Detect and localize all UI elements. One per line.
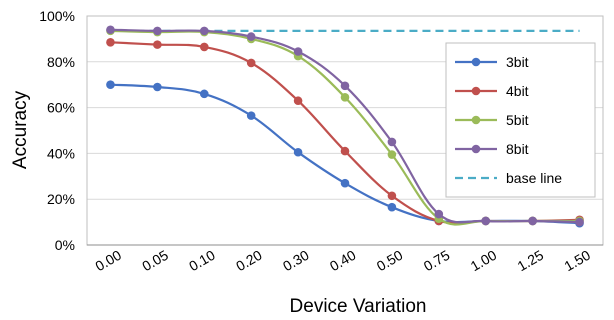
data-point-4bit — [106, 38, 115, 47]
x-tick-label: 0.75 — [421, 247, 453, 275]
x-tick-label: 0.10 — [186, 247, 218, 275]
data-point-4bit — [246, 58, 256, 68]
legend-label: 8bit — [506, 141, 529, 157]
axis-layer: 0% 20% 40% 60% 80% 100% 0.00 0.05 0.10 0.20 0.30 0.… — [39, 8, 604, 275]
data-point-8bit — [106, 25, 115, 35]
legend-marker-5bit — [471, 115, 481, 125]
data-point-5bit — [387, 150, 397, 159]
data-point-8bit — [246, 32, 256, 41]
legend-label: 5bit — [506, 112, 529, 128]
data-point-3bit — [387, 202, 397, 212]
data-point-8bit — [293, 47, 303, 56]
x-axis-title: Device Variation — [290, 296, 427, 317]
legend-label: base line — [506, 170, 562, 186]
x-tick-label: 0.50 — [374, 247, 406, 275]
x-tick-label: 1.50 — [561, 247, 593, 275]
y-tick-label: 40% — [47, 145, 75, 161]
series-layer — [106, 25, 584, 228]
x-tick-label: 0.00 — [92, 247, 124, 275]
data-point-3bit — [199, 89, 209, 99]
legend-marker-8bit — [471, 144, 481, 154]
legend-label: 3bit — [506, 54, 529, 70]
data-point-3bit — [246, 111, 256, 120]
data-point-8bit — [575, 217, 584, 227]
data-point-3bit — [293, 147, 303, 157]
data-point-3bit — [153, 82, 162, 92]
x-tick-label: 0.40 — [327, 247, 359, 275]
y-tick-label: 80% — [47, 54, 75, 70]
data-point-5bit — [340, 92, 350, 102]
data-point-8bit — [434, 209, 444, 219]
data-point-3bit — [106, 80, 115, 89]
x-tick-label: 0.20 — [233, 247, 265, 275]
data-point-8bit — [199, 26, 209, 36]
x-tick-label: 0.30 — [280, 247, 312, 275]
legend-marker-4bit — [471, 86, 481, 96]
data-point-8bit — [153, 26, 162, 36]
x-tick-label: 1.00 — [468, 247, 500, 275]
data-point-4bit — [199, 42, 209, 52]
legend-label: 4bit — [506, 83, 529, 99]
legend: 3bit 4bit 5bit 8bit base line — [445, 42, 596, 198]
data-point-8bit — [387, 137, 397, 147]
data-point-4bit — [340, 146, 350, 156]
data-point-8bit — [481, 216, 491, 226]
legend-marker-3bit — [471, 57, 481, 67]
data-point-4bit — [153, 40, 162, 49]
y-tick-label: 20% — [47, 191, 75, 207]
data-point-4bit — [387, 191, 397, 201]
y-tick-label: 100% — [39, 8, 75, 24]
data-point-3bit — [340, 178, 350, 188]
data-point-8bit — [528, 216, 537, 226]
y-tick-label: 60% — [47, 100, 75, 116]
y-axis-title: Accuracy — [10, 90, 31, 169]
x-tick-label: 0.05 — [139, 247, 171, 275]
y-tick-label: 0% — [55, 237, 75, 253]
data-point-8bit — [340, 81, 350, 91]
x-tick-label: 1.25 — [515, 247, 547, 275]
data-point-4bit — [293, 96, 303, 106]
